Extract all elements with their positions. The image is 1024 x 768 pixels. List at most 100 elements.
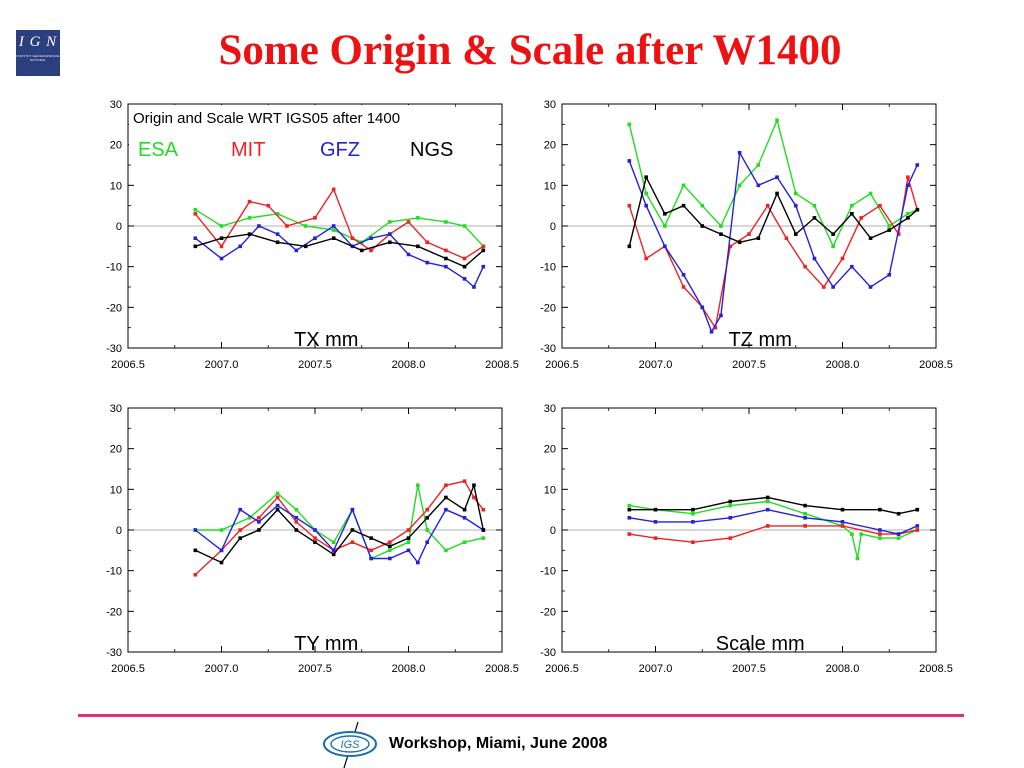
data-point-ngs bbox=[840, 507, 845, 512]
data-point-gfz bbox=[627, 159, 632, 163]
x-tick-label: 2008.0 bbox=[392, 663, 426, 675]
y-tick-label: 20 bbox=[110, 140, 122, 152]
data-point-gfz bbox=[653, 520, 658, 524]
data-point-gfz bbox=[406, 252, 411, 257]
data-point-esa bbox=[691, 511, 695, 516]
data-point-esa bbox=[462, 540, 467, 544]
data-point-mit bbox=[713, 325, 718, 330]
y-tick-label: -10 bbox=[106, 262, 122, 274]
x-tick-label: 2008.0 bbox=[826, 359, 860, 371]
y-tick-label: 10 bbox=[110, 180, 122, 192]
data-point-mit bbox=[765, 524, 770, 528]
panel-label: Scale mm bbox=[716, 633, 805, 655]
data-point-esa bbox=[193, 207, 198, 212]
data-point-gfz bbox=[462, 277, 467, 281]
data-point-gfz bbox=[887, 273, 892, 277]
data-point-mit bbox=[350, 236, 355, 240]
chart-panel-scale: 30 20 10 0 -10 -20 -30 2006.5 2007.0 2007.5 2008.0… bbox=[540, 403, 953, 675]
y-tick-label: -20 bbox=[106, 302, 122, 314]
data-point-gfz bbox=[238, 507, 242, 512]
data-point-esa bbox=[756, 163, 761, 167]
x-tick-label: 2006.5 bbox=[545, 359, 579, 371]
chart-panel-tz: 30 20 10 0 -10 -20 -30 2006.5 2007.0 2007.5 2008.0… bbox=[540, 99, 953, 371]
y-tick-label: 20 bbox=[110, 444, 122, 456]
y-tick-label: 0 bbox=[116, 221, 122, 233]
data-point-mit bbox=[765, 203, 770, 208]
panel-label: TY mm bbox=[294, 633, 358, 655]
data-point-gfz bbox=[878, 528, 882, 532]
data-point-esa bbox=[247, 516, 252, 520]
data-point-esa bbox=[644, 191, 648, 196]
series-line-mit bbox=[629, 525, 918, 543]
data-point-mit bbox=[331, 187, 336, 192]
chart-panel-tx: 30 20 10 0 -10 -20 -30 2006.5 2007.0 2007.5 2008.0… bbox=[106, 99, 519, 371]
data-point-gfz bbox=[709, 329, 714, 334]
data-point-ngs bbox=[868, 236, 873, 240]
data-point-gfz bbox=[691, 520, 695, 524]
data-point-ngs bbox=[219, 560, 224, 565]
x-tick-label: 2007.0 bbox=[205, 359, 239, 371]
x-tick-label: 2007.5 bbox=[732, 359, 766, 371]
data-point-ngs bbox=[728, 499, 733, 504]
y-tick-label: 30 bbox=[110, 403, 122, 415]
data-point-mit bbox=[425, 507, 429, 512]
y-tick-label: -30 bbox=[540, 343, 556, 355]
data-point-mit bbox=[681, 285, 686, 289]
data-point-ngs bbox=[878, 507, 882, 512]
y-tick-label: 10 bbox=[110, 484, 122, 496]
data-point-esa bbox=[663, 224, 667, 228]
data-point-mit bbox=[388, 540, 392, 544]
x-tick-label: 2007.0 bbox=[205, 663, 239, 675]
data-point-ngs bbox=[915, 207, 920, 212]
y-tick-label: -20 bbox=[540, 302, 556, 314]
data-point-mit bbox=[784, 236, 789, 240]
data-point-mit bbox=[728, 536, 733, 540]
igs-logo-text: IGS bbox=[341, 739, 361, 751]
data-point-gfz bbox=[812, 256, 817, 261]
data-point-esa bbox=[859, 532, 863, 536]
data-point-gfz bbox=[388, 556, 392, 561]
y-tick-label: -30 bbox=[106, 647, 122, 659]
data-point-ngs bbox=[831, 232, 835, 236]
igs-logo: IGS bbox=[323, 722, 377, 768]
data-point-mit bbox=[822, 285, 826, 289]
data-point-gfz bbox=[444, 507, 448, 512]
data-point-gfz bbox=[294, 516, 299, 520]
y-tick-label: 10 bbox=[544, 180, 556, 192]
data-point-ngs bbox=[653, 507, 658, 512]
data-point-ngs bbox=[850, 212, 854, 216]
data-point-ngs bbox=[444, 256, 448, 261]
data-point-mit bbox=[219, 244, 224, 249]
y-tick-label: 30 bbox=[110, 99, 122, 111]
data-point-gfz bbox=[850, 264, 854, 269]
data-point-esa bbox=[462, 224, 467, 228]
data-point-gfz bbox=[915, 163, 920, 167]
data-point-ngs bbox=[481, 248, 486, 253]
data-point-mit bbox=[472, 495, 476, 500]
data-point-mit bbox=[462, 479, 467, 483]
x-tick-label: 2007.0 bbox=[639, 663, 673, 675]
data-point-mit bbox=[444, 483, 448, 488]
data-point-ngs bbox=[481, 528, 486, 532]
data-point-ngs bbox=[765, 495, 770, 500]
data-point-esa bbox=[444, 548, 448, 553]
data-point-gfz bbox=[350, 507, 355, 512]
data-point-ngs bbox=[644, 175, 648, 179]
data-point-gfz bbox=[831, 285, 835, 289]
data-point-esa bbox=[896, 536, 901, 540]
data-point-gfz bbox=[294, 248, 299, 253]
legend-item-gfz: GFZ bbox=[320, 139, 360, 161]
data-point-ngs bbox=[350, 528, 355, 532]
data-point-mit bbox=[247, 199, 252, 204]
page-title: Some Origin & Scale after W1400 bbox=[218, 27, 842, 74]
data-point-ngs bbox=[193, 244, 198, 249]
series-line-gfz bbox=[194, 504, 484, 564]
data-point-esa bbox=[416, 216, 420, 220]
data-point-ngs bbox=[388, 240, 392, 245]
data-point-ngs bbox=[369, 536, 373, 540]
data-point-mit bbox=[350, 540, 355, 544]
data-point-ngs bbox=[416, 244, 420, 249]
y-tick-label: 0 bbox=[550, 221, 556, 233]
data-point-mit bbox=[803, 264, 807, 269]
data-point-mit bbox=[747, 232, 751, 236]
